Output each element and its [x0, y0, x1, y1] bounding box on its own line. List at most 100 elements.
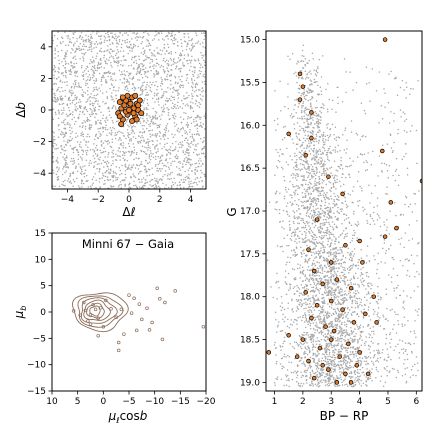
- sky-field-star: [170, 69, 172, 71]
- sky-field-star: [71, 137, 74, 140]
- sky-field-star: [93, 94, 95, 97]
- sky-field-star: [56, 97, 59, 99]
- cmd-field-star: [275, 331, 278, 333]
- sky-field-star: [95, 57, 97, 60]
- cmd-field-star: [350, 254, 352, 256]
- sky-field-star: [147, 57, 150, 59]
- cmd-field-star: [393, 290, 396, 292]
- sky-field-star: [111, 185, 113, 188]
- pm-xtick-label: 10: [46, 397, 58, 407]
- cmd-field-star: [306, 207, 308, 210]
- sky-field-star: [87, 70, 90, 72]
- cmd-field-star: [344, 290, 346, 293]
- cmd-field-star: [309, 273, 311, 276]
- sky-field-star: [177, 107, 180, 109]
- cmd-field-star: [314, 114, 316, 117]
- sky-field-star: [154, 55, 156, 57]
- cmd-field-star: [356, 298, 359, 300]
- cmd-field-star: [296, 323, 298, 325]
- cmd-field-star: [293, 249, 295, 252]
- cmd-field-star: [336, 353, 338, 356]
- cmd-field-star: [328, 362, 330, 365]
- sky-field-star: [194, 86, 197, 89]
- cmd-field-star: [349, 157, 351, 160]
- sky-member-star: [116, 99, 123, 106]
- cmd-field-star: [304, 117, 306, 120]
- cmd-field-star: [319, 313, 321, 315]
- sky-field-star: [174, 51, 177, 54]
- cmd-field-star: [355, 360, 357, 363]
- sky-field-star: [60, 144, 63, 147]
- sky-field-star: [142, 128, 144, 130]
- cmd-field-star: [345, 218, 348, 220]
- cmd-field-star: [303, 362, 305, 365]
- sky-field-star: [69, 38, 71, 40]
- cmd-field-star: [315, 340, 317, 343]
- cmd-field-star: [357, 221, 359, 223]
- sky-field-star: [120, 187, 122, 189]
- sky-field-star: [97, 100, 99, 102]
- cmd-field-star: [347, 292, 350, 295]
- sky-field-star: [159, 124, 161, 126]
- sky-field-star: [109, 43, 111, 46]
- sky-field-star: [158, 167, 161, 170]
- sky-field-star: [200, 32, 203, 34]
- sky-field-star: [111, 84, 113, 86]
- sky-field-star: [161, 88, 163, 91]
- sky-field-star: [178, 93, 180, 95]
- cmd-field-star: [357, 205, 360, 207]
- sky-field-star: [197, 59, 200, 62]
- sky-field-star: [199, 176, 202, 179]
- sky-field-star: [186, 142, 188, 144]
- sky-field-star: [199, 137, 202, 140]
- sky-field-star: [72, 151, 75, 154]
- sky-field-star: [121, 34, 124, 36]
- sky-field-star: [93, 151, 96, 153]
- cmd-field-star: [389, 370, 391, 372]
- pm-ytick-label: 15: [35, 229, 46, 239]
- sky-field-star: [88, 135, 91, 138]
- sky-field-star: [179, 116, 182, 118]
- sky-field-star: [58, 68, 60, 70]
- cmd-field-star: [342, 183, 345, 186]
- sky-field-star: [167, 151, 170, 154]
- cmd-field-star: [342, 363, 345, 365]
- cmd-field-star: [348, 296, 351, 298]
- cmd-field-star: [299, 117, 301, 120]
- sky-field-star: [110, 95, 112, 97]
- sky-field-star: [145, 108, 147, 110]
- cmd-field-star: [407, 205, 410, 208]
- cmd-field-star: [375, 366, 378, 369]
- sky-field-star: [66, 84, 68, 87]
- sky-field-star: [77, 153, 80, 156]
- cmd-field-star: [319, 110, 321, 112]
- cmd-field-star: [301, 175, 304, 177]
- cmd-field-star: [294, 231, 297, 233]
- cmd-field-star: [403, 308, 406, 310]
- sky-field-star: [64, 31, 66, 34]
- pm-point: [96, 316, 100, 321]
- cmd-field-star: [278, 155, 281, 157]
- sky-field-star: [89, 41, 91, 44]
- cmd-field-star: [338, 180, 341, 183]
- sky-field-star: [163, 110, 166, 113]
- sky-field-star: [59, 41, 62, 44]
- sky-field-star: [70, 139, 73, 141]
- cmd-field-star: [283, 228, 285, 230]
- cmd-field-star: [306, 261, 309, 264]
- cmd-field-star: [287, 163, 289, 166]
- sky-field-star: [150, 51, 153, 54]
- sky-field-star: [68, 123, 70, 125]
- sky-field-star: [149, 89, 151, 91]
- sky-field-star: [159, 187, 161, 189]
- cmd-field-star: [319, 148, 321, 151]
- sky-field-star: [52, 185, 54, 187]
- cmd-field-star: [331, 217, 333, 219]
- sky-field-star: [147, 104, 149, 106]
- sky-field-star: [173, 36, 176, 39]
- cmd-field-star: [395, 313, 397, 315]
- cmd-field-star: [397, 343, 399, 346]
- sky-field-star: [203, 59, 205, 62]
- sky-field-star: [181, 50, 184, 52]
- sky-field-star: [141, 132, 144, 134]
